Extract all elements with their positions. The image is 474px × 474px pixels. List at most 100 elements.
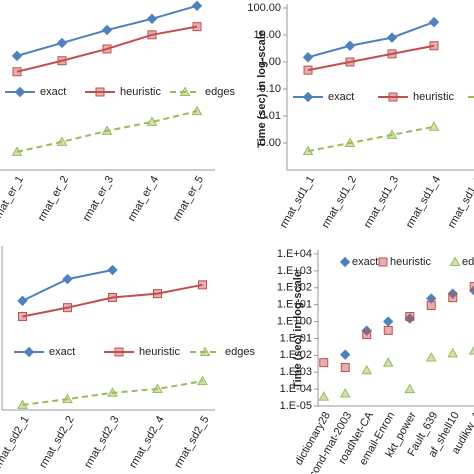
y-tick-label: 1.E+00	[277, 315, 312, 327]
y-tick-label: 0.01	[260, 110, 281, 122]
marker-square	[469, 282, 474, 292]
marker-square	[12, 67, 22, 77]
x-tick-label: rmat_sd1_1	[278, 174, 317, 230]
marker-diamond	[17, 295, 28, 306]
x-tick-label: rmat_sd2_3	[82, 414, 121, 470]
y-tick-label: 1.00	[260, 56, 281, 68]
marker-triangle	[425, 352, 437, 362]
legend-label: edges	[462, 256, 474, 268]
x-tick-label: rmat_er_1	[0, 174, 26, 223]
marker-diamond	[101, 24, 113, 36]
marker-diamond	[386, 32, 398, 43]
marker-diamond	[11, 50, 23, 62]
series-line	[307, 21, 435, 59]
marker-diamond	[344, 40, 356, 51]
series-line	[307, 125, 435, 153]
y-tick-label: 1.E+04	[277, 248, 312, 260]
legend-label: exact	[40, 86, 66, 98]
marker-square	[198, 280, 207, 290]
marker-square	[147, 30, 157, 40]
marker-square	[340, 363, 350, 373]
y-axis-label: Time (sec) in log-scale	[292, 271, 304, 389]
y-tick-label: 100.00	[247, 2, 281, 14]
legend-label: heuristic	[390, 256, 431, 268]
marker-square	[448, 293, 458, 303]
marker-square	[387, 49, 397, 59]
marker-diamond	[428, 16, 440, 28]
marker-triangle	[449, 256, 461, 266]
marker-triangle	[199, 346, 211, 356]
marker-triangle	[191, 105, 203, 116]
y-axis-label: Time (sec) in log-scale	[256, 30, 268, 148]
marker-diamond	[56, 37, 68, 49]
marker-square	[345, 57, 355, 67]
marker-diamond	[302, 91, 314, 103]
marker-square	[362, 330, 372, 340]
marker-square	[102, 44, 112, 54]
marker-square	[114, 347, 124, 357]
y-tick-label: 0.00	[260, 137, 281, 149]
y-tick-label: 1.E-05	[280, 400, 312, 412]
y-tick-label: 1.E-04	[280, 383, 312, 395]
marker-triangle	[428, 121, 440, 131]
marker-diamond	[302, 52, 314, 63]
x-tick-label: rmat_sd1_2	[320, 174, 359, 230]
marker-triangle	[152, 383, 163, 393]
marker-square	[303, 65, 313, 75]
y-tick-label: 0.10	[260, 83, 281, 95]
chart: 1.E-05 1.E-04 1.E-03 1.E-02 1.E-01 1.E+00 1.E+…	[277, 248, 474, 474]
chart: rmat_er_1 rmat_er_2 rmat_er_3 rmat_er_4 rmat…	[0, 0, 235, 223]
marker-square	[426, 300, 436, 310]
legend-label: exact	[49, 346, 75, 358]
marker-diamond	[191, 0, 203, 12]
legend-label: exact	[328, 91, 354, 103]
x-tick-label: rmat_er_4	[126, 174, 161, 223]
marker-triangle	[101, 125, 113, 135]
marker-triangle	[197, 375, 208, 386]
marker-square	[57, 56, 67, 66]
marker-triangle	[386, 129, 398, 139]
y-tick-label: 10.00	[253, 29, 281, 41]
x-tick-label: rmat_sd2_2	[37, 414, 76, 470]
marker-triangle	[468, 345, 474, 355]
y-tick-label: 1.E-02	[280, 349, 312, 361]
marker-triangle	[179, 86, 191, 96]
marker-triangle	[344, 137, 356, 147]
marker-diamond	[146, 13, 158, 25]
marker-square	[153, 289, 162, 299]
marker-triangle	[447, 347, 459, 358]
marker-diamond	[62, 273, 73, 285]
series-line	[307, 44, 435, 72]
marker-square	[192, 22, 202, 32]
series-line	[22, 283, 203, 318]
x-tick-label: rmat_sd1_4	[404, 174, 443, 230]
marker-square	[319, 358, 329, 368]
legend-label: exact	[352, 256, 378, 268]
legend-label: edges	[205, 86, 235, 98]
marker-diamond	[23, 346, 35, 358]
y-tick-label: 1.E+03	[277, 265, 312, 277]
series-line	[22, 380, 203, 406]
x-tick-label: rmat_sd1_3	[362, 174, 401, 230]
x-tick-label: rmat_sd2_1	[0, 414, 32, 470]
chart: 0.00 0.01 0.10 1.00 10.00 100.00 Time (sec) in…	[247, 2, 474, 230]
marker-triangle	[11, 146, 23, 156]
y-tick-label: 1.E+02	[277, 282, 312, 294]
legend-label: edges	[225, 346, 255, 358]
marker-triangle	[107, 387, 118, 397]
marker-diamond	[14, 86, 26, 98]
y-tick-label: 1.E+01	[277, 299, 312, 311]
marker-square	[388, 92, 398, 102]
marker-square	[429, 41, 439, 51]
series-line	[16, 110, 198, 153]
marker-triangle	[146, 116, 158, 126]
marker-triangle	[318, 391, 330, 401]
marker-square	[18, 311, 27, 321]
marker-triangle	[339, 387, 351, 398]
legend-label: heuristic	[120, 86, 161, 98]
x-tick-label: rmat_er_3	[81, 174, 116, 223]
marker-square	[108, 293, 117, 303]
series-line	[16, 25, 198, 73]
y-tick-label: 1.E-01	[280, 332, 312, 344]
